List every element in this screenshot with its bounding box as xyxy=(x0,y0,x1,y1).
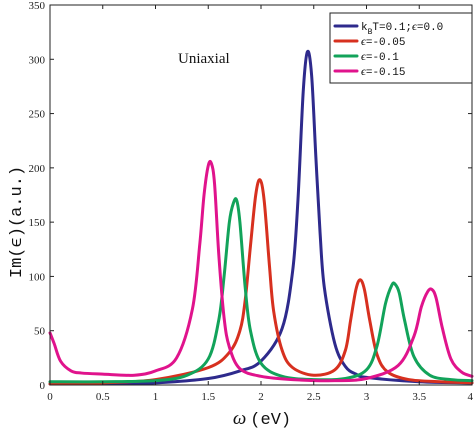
plot-annotation: Uniaxial xyxy=(178,51,230,67)
legend-label: ϵ=-0.1 xyxy=(361,49,399,64)
x-tick-label: 0 xyxy=(47,391,53,403)
legend-label: ϵ=-0.05 xyxy=(361,34,405,49)
y-tick-label: 150 xyxy=(29,217,46,229)
x-tick-label: 3.5 xyxy=(412,391,426,403)
legend: kBT=0.1;ϵ=0.0ϵ=-0.05ϵ=-0.1ϵ=-0.15 xyxy=(329,12,473,84)
y-tick-label: 0 xyxy=(40,380,46,392)
x-tick-label: 3 xyxy=(364,391,370,403)
y-tick-label: 50 xyxy=(34,326,46,338)
series-line-4 xyxy=(48,159,474,383)
ticks-layer: 0 0.5 1 1.5 2 2.5 3 3.5 4 0 50 100 150 200 250 300 350 xyxy=(29,0,474,403)
x-tick-label: 2.5 xyxy=(307,391,321,403)
y-tick-label: 300 xyxy=(29,54,46,66)
legend-label: ϵ=-0.15 xyxy=(361,64,405,79)
x-axis-label: ω (eV) xyxy=(233,408,291,430)
legend-label: kBT=0.1;ϵ=0.0 xyxy=(361,19,443,37)
y-tick-label: 250 xyxy=(29,109,46,121)
series-layer xyxy=(48,49,474,386)
x-axis-label-unit: (eV) xyxy=(250,411,291,430)
y-tick-label: 100 xyxy=(29,271,46,283)
x-tick-label: 1 xyxy=(153,391,159,403)
x-tick-label: 0.5 xyxy=(96,391,110,403)
y-axis-label: Im(ϵ)(a.u.) xyxy=(8,166,27,278)
x-tick-label: 4 xyxy=(468,391,474,403)
y-tick-label: 350 xyxy=(29,0,46,12)
series-line-2 xyxy=(48,178,474,386)
series-line-1 xyxy=(48,49,474,386)
x-axis-label-symbol: ω xyxy=(233,408,246,429)
x-tick-label: 1.5 xyxy=(201,391,215,403)
x-tick-label: 2 xyxy=(258,391,264,403)
y-tick-label: 200 xyxy=(29,163,46,175)
series-line-3 xyxy=(48,197,474,384)
